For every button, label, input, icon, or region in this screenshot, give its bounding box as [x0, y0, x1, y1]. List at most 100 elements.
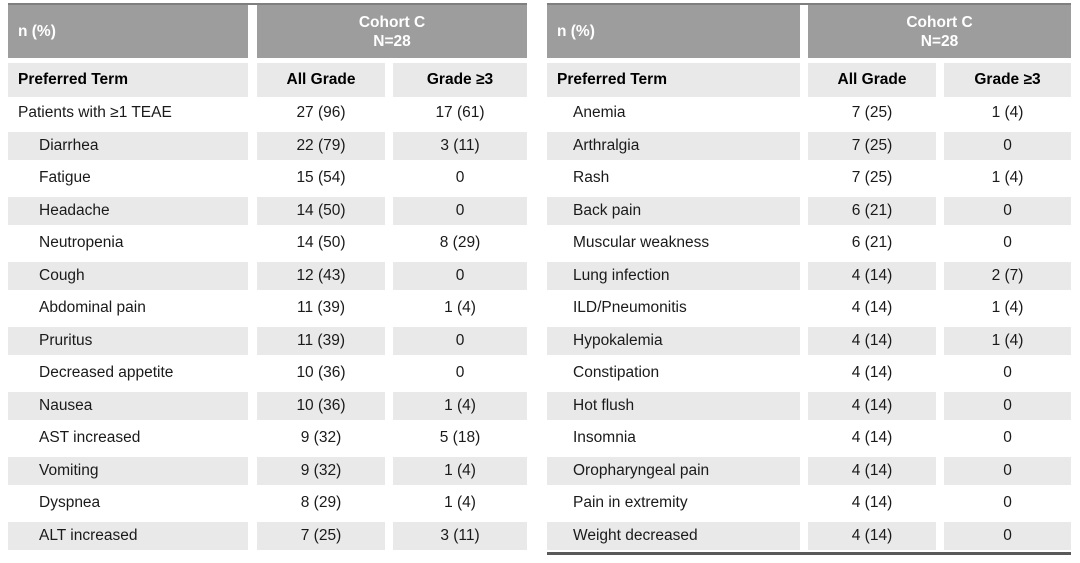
grade-ge3-value: 1 (4) [444, 299, 476, 317]
preferred-term: Rash [573, 169, 610, 187]
all-grade-value: 9 (32) [300, 429, 342, 447]
all-grade-value: 10 (36) [257, 391, 385, 420]
all-grade-value: 27 (96) [296, 104, 346, 122]
teae-table-right: n (%) Cohort C N=28 Preferred Term All G… [547, 3, 1071, 555]
grade-ge3-value: 3 (11) [393, 521, 527, 550]
preferred-term: Back pain [547, 196, 800, 225]
preferred-term: Dyspnea [39, 494, 101, 512]
preferred-term: Pruritus [8, 326, 248, 355]
grade-ge3-value: 3 (11) [393, 131, 527, 160]
grade-ge3-value: 17 (61) [435, 104, 485, 122]
table-row: Insomnia 4 (14) 0 [547, 422, 1071, 455]
all-grade-value: 22 (79) [257, 131, 385, 160]
table-row: Nausea 10 (36) 1 (4) [8, 389, 527, 422]
preferred-term: ALT increased [8, 521, 248, 550]
preferred-term: Headache [8, 196, 248, 225]
preferred-term: Patients with ≥1 TEAE [18, 104, 172, 122]
preferred-term: Fatigue [39, 169, 91, 187]
teae-table-left: n (%) Cohort C N=28 Preferred Term All G… [8, 3, 527, 552]
table-row: Patients with ≥1 TEAE 27 (96) 17 (61) [8, 97, 527, 130]
preferred-term: Arthralgia [547, 131, 800, 160]
grade-ge3-value: 0 [393, 196, 527, 225]
preferred-term: Decreased appetite [39, 364, 174, 382]
preferred-term: Constipation [573, 364, 660, 382]
column-header-preferred-term: Preferred Term [547, 63, 800, 97]
table-row: Pruritus 11 (39) 0 [8, 324, 527, 357]
all-grade-value: 7 (25) [851, 104, 893, 122]
table-row: Hot flush 4 (14) 0 [547, 389, 1071, 422]
table-row: Rash 7 (25) 1 (4) [547, 162, 1071, 195]
table-row: Weight decreased 4 (14) 0 [547, 519, 1071, 552]
preferred-term: Diarrhea [8, 131, 248, 160]
table-row: Arthralgia 7 (25) 0 [547, 129, 1071, 162]
grade-ge3-value: 0 [1003, 234, 1012, 252]
all-grade-value: 4 (14) [808, 261, 936, 290]
grade-ge3-value: 1 (4) [444, 494, 476, 512]
all-grade-value: 14 (50) [296, 234, 346, 252]
column-header-all-grade: All Grade [808, 63, 936, 97]
column-header-row: Preferred Term All Grade Grade ≥3 [8, 63, 527, 97]
all-grade-value: 9 (32) [257, 456, 385, 485]
table-row: ILD/Pneumonitis 4 (14) 1 (4) [547, 292, 1071, 325]
grade-ge3-value: 0 [393, 326, 527, 355]
all-grade-value: 12 (43) [257, 261, 385, 290]
preferred-term: Weight decreased [547, 521, 800, 550]
all-grade-value: 4 (14) [808, 326, 936, 355]
preferred-term: Insomnia [573, 429, 636, 447]
cohort-title: Cohort C [358, 13, 426, 31]
cohort-n: N=28 [920, 32, 959, 50]
grade-ge3-value: 0 [944, 391, 1071, 420]
table-row: Diarrhea 22 (79) 3 (11) [8, 129, 527, 162]
preferred-term: Anemia [573, 104, 626, 122]
table-row: Muscular weakness 6 (21) 0 [547, 227, 1071, 260]
n-percent-label: n (%) [547, 5, 800, 58]
preferred-term: Hypokalemia [547, 326, 800, 355]
preferred-term: Muscular weakness [573, 234, 710, 252]
column-header-all-grade: All Grade [257, 63, 385, 97]
table-row: Fatigue 15 (54) 0 [8, 162, 527, 195]
all-grade-value: 8 (29) [300, 494, 342, 512]
all-grade-value: 10 (36) [296, 364, 346, 382]
preferred-term: Oropharyngeal pain [547, 456, 800, 485]
table-row: Hypokalemia 4 (14) 1 (4) [547, 324, 1071, 357]
preferred-term: ILD/Pneumonitis [573, 299, 687, 317]
all-grade-value: 7 (25) [808, 131, 936, 160]
grade-ge3-value: 0 [944, 456, 1071, 485]
preferred-term: Abdominal pain [39, 299, 146, 317]
table-row: Headache 14 (50) 0 [8, 194, 527, 227]
table-row: Dyspnea 8 (29) 1 (4) [8, 487, 527, 520]
all-grade-value: 11 (39) [297, 299, 345, 317]
all-grade-value: 6 (21) [808, 196, 936, 225]
preferred-term: Pain in extremity [573, 494, 688, 512]
column-header-preferred-term: Preferred Term [8, 63, 248, 97]
all-grade-value: 15 (54) [296, 169, 346, 187]
preferred-term: AST increased [39, 429, 141, 447]
table-row: Neutropenia 14 (50) 8 (29) [8, 227, 527, 260]
table-row: Back pain 6 (21) 0 [547, 194, 1071, 227]
table-row: Lung infection 4 (14) 2 (7) [547, 259, 1071, 292]
cohort-header: Cohort C N=28 [808, 5, 1071, 58]
grade-ge3-value: 5 (18) [439, 429, 481, 447]
preferred-term: Nausea [8, 391, 248, 420]
table-body: Anemia 7 (25) 1 (4) Arthralgia 7 (25) 0 Rash 7 … [547, 97, 1071, 552]
grade-ge3-value: 0 [944, 521, 1071, 550]
table-row: Abdominal pain 11 (39) 1 (4) [8, 292, 527, 325]
all-grade-value: 4 (14) [851, 429, 893, 447]
grade-ge3-value: 2 (7) [944, 261, 1071, 290]
grade-ge3-value: 1 (4) [393, 391, 527, 420]
all-grade-value: 11 (39) [257, 326, 385, 355]
table-row: AST increased 9 (32) 5 (18) [8, 422, 527, 455]
table-header-row: n (%) Cohort C N=28 [8, 5, 527, 58]
all-grade-value: 4 (14) [808, 521, 936, 550]
grade-ge3-value: 0 [944, 131, 1071, 160]
all-grade-value: 6 (21) [851, 234, 893, 252]
cohort-header: Cohort C N=28 [257, 5, 527, 58]
grade-ge3-value: 1 (4) [944, 326, 1071, 355]
preferred-term: Lung infection [547, 261, 800, 290]
grade-ge3-value: 8 (29) [439, 234, 481, 252]
table-row: Anemia 7 (25) 1 (4) [547, 97, 1071, 130]
all-grade-value: 4 (14) [851, 364, 893, 382]
grade-ge3-value: 1 (4) [393, 456, 527, 485]
grade-ge3-value: 0 [393, 261, 527, 290]
